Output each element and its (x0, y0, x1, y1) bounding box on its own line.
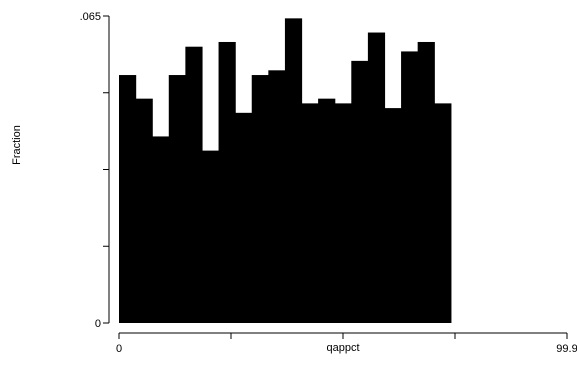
histogram-bars (119, 18, 452, 324)
histogram-bar (284, 18, 303, 323)
histogram-bar (119, 75, 137, 324)
histogram-bar (417, 41, 435, 323)
histogram-bar (384, 108, 402, 323)
histogram-bar (201, 150, 220, 323)
histogram-bar (351, 60, 369, 323)
histogram-bar (251, 75, 269, 324)
histogram-bar (218, 41, 236, 323)
histogram-bar (168, 75, 186, 324)
y-tick-label: .065 (80, 11, 101, 23)
histogram-bar (401, 51, 419, 324)
histogram-bar (268, 70, 286, 323)
y-tick-label: 0 (95, 318, 101, 330)
x-axis: 0 99.9 (116, 332, 577, 355)
histogram-bar (235, 112, 253, 323)
histogram-bar (301, 103, 319, 323)
histogram-bar (185, 46, 203, 323)
x-axis-label: qappct (326, 342, 359, 354)
x-tick-label: 0 (116, 343, 122, 355)
histogram-bar (152, 136, 170, 323)
x-tick-label: 99.9 (556, 343, 577, 355)
histogram-bar (334, 103, 352, 323)
histogram-bar (135, 98, 153, 324)
histogram-bar (318, 98, 336, 324)
histogram-bar (367, 32, 386, 324)
y-axis-label: Fraction (11, 125, 23, 165)
y-axis: .065 0 (80, 11, 110, 330)
histogram-bar (434, 103, 452, 323)
